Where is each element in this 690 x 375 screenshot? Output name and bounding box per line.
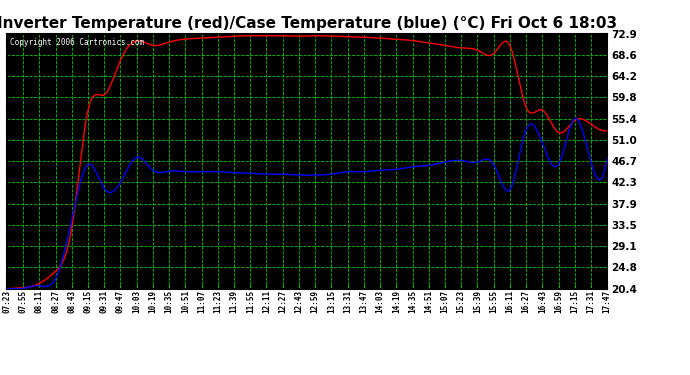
Text: Copyright 2006 Cartronics.com: Copyright 2006 Cartronics.com <box>10 38 144 46</box>
Title: Inverter Temperature (red)/Case Temperature (blue) (°C) Fri Oct 6 18:03: Inverter Temperature (red)/Case Temperat… <box>0 16 617 31</box>
